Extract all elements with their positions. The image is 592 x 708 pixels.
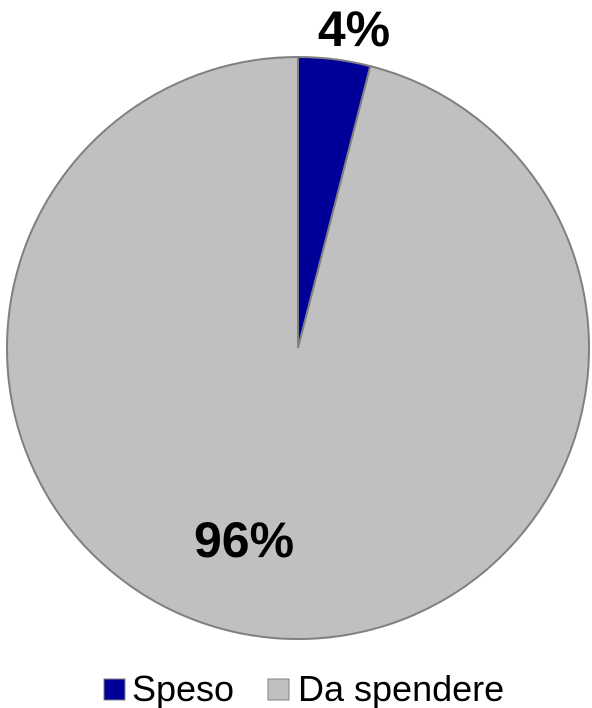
legend-swatch-da-spendere xyxy=(267,678,290,701)
legend-swatch-speso xyxy=(103,678,126,701)
data-label-da-spendere: 96% xyxy=(194,512,294,568)
pie-slice-da-spendere xyxy=(6,55,591,640)
pie-data-labels: 4% 96% xyxy=(194,1,390,568)
data-label-speso: 4% xyxy=(318,1,390,57)
legend-label-da-spendere: Da spendere xyxy=(298,668,504,708)
legend: Speso Da spendere xyxy=(103,668,504,708)
legend-label-speso: Speso xyxy=(132,668,234,708)
pie-slices xyxy=(6,55,591,640)
